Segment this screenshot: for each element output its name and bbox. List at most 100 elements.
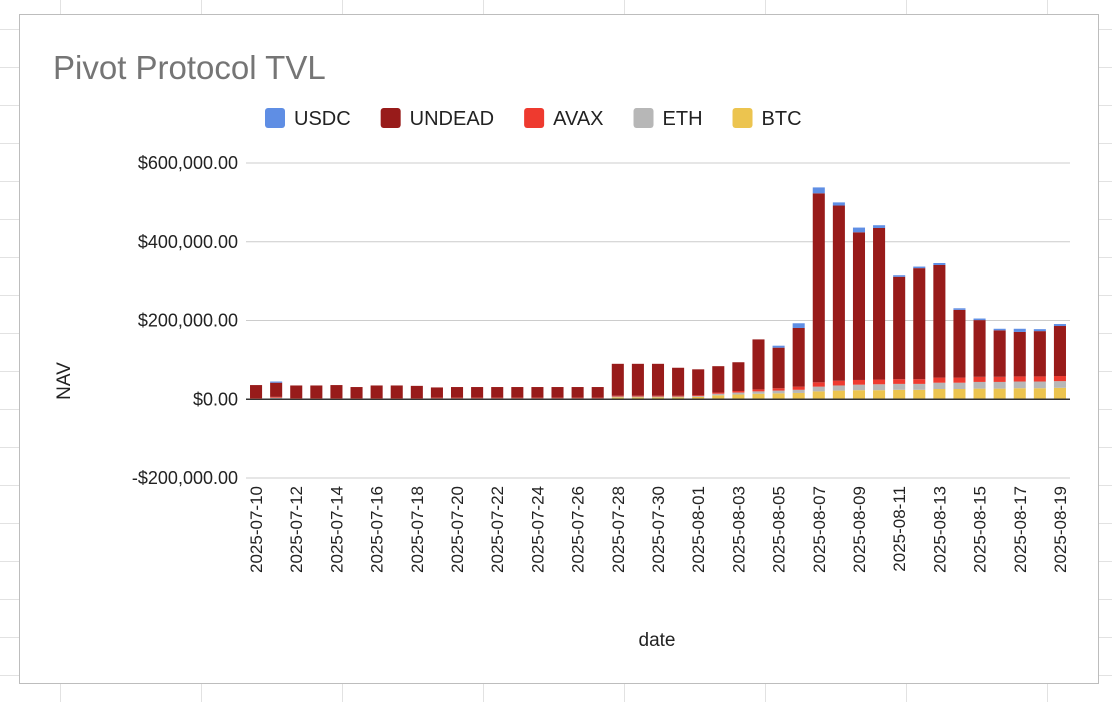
bar-avax-2025-07-13: [310, 398, 323, 399]
bar-undead-2025-07-24: [531, 387, 544, 398]
bar-usdc-2025-08-06: [792, 323, 805, 328]
bar-eth-2025-08-04: [752, 391, 765, 394]
bar-eth-2025-08-15: [973, 381, 986, 389]
bar-btc-2025-08-14: [953, 389, 966, 400]
x-tick-label: 2025-07-14: [327, 486, 346, 573]
bar-undead-2025-07-15: [350, 387, 363, 399]
bar-undead-2025-07-26: [571, 387, 584, 398]
bar-undead-2025-08-16: [993, 330, 1006, 377]
bar-usdc-2025-08-18: [1033, 329, 1046, 332]
bar-avax-2025-07-16: [370, 398, 383, 399]
bar-eth-2025-08-16: [993, 381, 1006, 389]
bar-btc-2025-08-09: [852, 390, 866, 400]
x-tick-label: 2025-08-15: [971, 486, 990, 573]
x-tick-label: 2025-07-18: [408, 486, 427, 573]
bar-btc-2025-08-10: [873, 390, 886, 400]
bar-btc-2025-07-29: [631, 397, 644, 400]
bar-eth-2025-08-09: [852, 384, 866, 391]
bar-eth-2025-08-11: [893, 383, 906, 390]
x-tick-label: 2025-07-26: [569, 486, 588, 573]
bar-eth-2025-08-14: [953, 382, 966, 390]
bar-undead-2025-08-18: [1033, 331, 1046, 377]
bar-eth-2025-08-03: [732, 392, 745, 395]
bar-avax-2025-08-01: [692, 395, 705, 397]
legend-label-undead: UNDEAD: [410, 108, 494, 130]
bar-usdc-2025-08-07: [812, 187, 825, 194]
bar-avax-2025-07-11: [270, 396, 283, 398]
bar-btc-2025-07-28: [611, 397, 624, 400]
bar-undead-2025-07-18: [410, 385, 423, 399]
bar-eth-2025-07-26: [571, 398, 584, 399]
y-axis-label: NAV: [54, 362, 75, 400]
bars: [250, 187, 1066, 400]
y-tick-label: -$200,000.00: [132, 468, 238, 488]
bar-btc-2025-08-04: [752, 393, 765, 400]
bar-avax-2025-07-28: [611, 395, 624, 397]
bar-usdc-2025-08-09: [852, 227, 866, 233]
x-tick-label: 2025-07-20: [448, 486, 467, 573]
bar-undead-2025-07-29: [631, 363, 644, 396]
bar-btc-2025-08-01: [692, 396, 705, 400]
x-axis-label: date: [639, 630, 676, 651]
bar-avax-2025-08-10: [873, 379, 886, 385]
bar-eth-2025-07-27: [591, 398, 604, 399]
bar-eth-2025-08-06: [792, 389, 805, 393]
bar-usdc-2025-08-05: [772, 345, 785, 348]
bar-btc-2025-08-03: [732, 394, 745, 400]
bar-avax-2025-08-19: [1053, 376, 1066, 382]
bar-undead-2025-07-20: [451, 387, 464, 398]
bar-usdc-2025-07-11: [270, 381, 283, 383]
bar-undead-2025-08-14: [953, 309, 966, 378]
bar-undead-2025-07-12: [290, 385, 303, 399]
bar-undead-2025-07-10: [250, 385, 263, 399]
bar-avax-2025-08-12: [913, 379, 926, 384]
bar-undead-2025-07-14: [330, 385, 343, 399]
x-tick-label: 2025-08-01: [689, 486, 708, 573]
bar-avax-2025-08-05: [772, 388, 785, 391]
bar-usdc-2025-08-16: [993, 328, 1006, 331]
bar-undead-2025-08-07: [812, 193, 825, 383]
bar-undead-2025-07-25: [551, 387, 564, 398]
legend-swatch-avax: [524, 108, 545, 128]
x-tick-label: 2025-08-05: [770, 486, 789, 573]
legend-swatch-btc: [732, 108, 753, 128]
bar-eth-2025-08-19: [1053, 381, 1066, 388]
bar-avax-2025-07-10: [250, 398, 263, 399]
legend-label-btc: BTC: [762, 108, 802, 130]
legend-swatch-usdc: [265, 108, 285, 128]
bar-avax-2025-07-20: [451, 397, 464, 399]
bar-usdc-2025-08-10: [873, 225, 886, 228]
bar-avax-2025-08-04: [752, 389, 765, 392]
bar-btc-2025-08-16: [993, 388, 1006, 400]
bar-eth-2025-07-24: [531, 398, 544, 399]
bar-btc-2025-08-05: [772, 393, 785, 400]
bar-avax-2025-08-09: [852, 379, 866, 385]
bar-btc-2025-08-13: [933, 389, 946, 400]
bar-usdc-2025-08-19: [1053, 324, 1066, 327]
bar-undead-2025-08-12: [913, 268, 926, 380]
y-tick-label: $400,000.00: [138, 232, 238, 252]
bar-btc-2025-08-12: [913, 389, 926, 400]
bar-undead-2025-08-08: [832, 205, 845, 381]
gridlines: [246, 162, 1070, 479]
bar-undead-2025-08-09: [852, 232, 866, 380]
bar-avax-2025-08-18: [1033, 376, 1046, 382]
bar-btc-2025-08-07: [812, 391, 825, 400]
x-tick-label: 2025-07-24: [528, 486, 547, 573]
y-axis-ticks: $600,000.00 $400,000.00 $200,000.00 $0.00 -$…: [132, 153, 238, 488]
bar-avax-2025-08-17: [1013, 376, 1026, 382]
bar-avax-2025-07-25: [551, 397, 564, 399]
bar-eth-2025-08-18: [1033, 381, 1046, 389]
chart-title: Pivot Protocol TVL: [53, 49, 326, 86]
bar-avax-2025-07-14: [330, 398, 343, 399]
x-tick-label: 2025-07-12: [287, 486, 306, 573]
bar-eth-2025-07-29: [631, 396, 644, 398]
x-tick-label: 2025-07-16: [368, 486, 387, 573]
bar-avax-2025-07-17: [390, 398, 403, 399]
bar-avax-2025-08-15: [973, 376, 986, 382]
bar-eth-2025-08-17: [1013, 381, 1026, 389]
bar-eth-2025-08-07: [812, 386, 825, 392]
bar-eth-2025-07-11: [270, 397, 283, 399]
x-tick-label: 2025-07-10: [247, 486, 266, 573]
bar-undead-2025-07-17: [390, 385, 403, 399]
